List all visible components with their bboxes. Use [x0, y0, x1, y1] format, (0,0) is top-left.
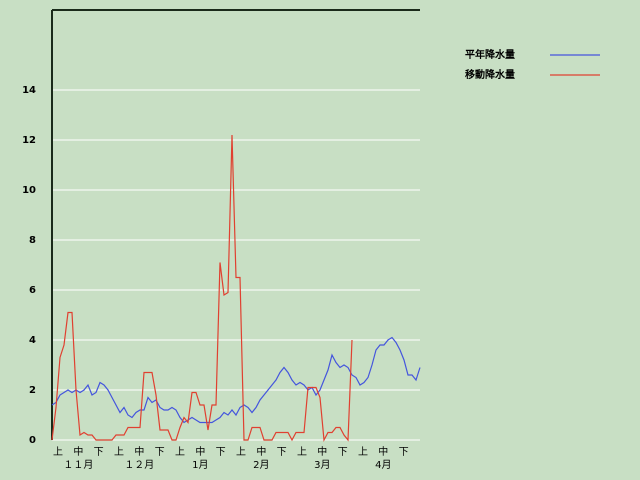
series-line — [51, 134, 353, 443]
x-tick-label: 上 — [236, 446, 246, 458]
x-tick-label: 中 — [256, 445, 266, 458]
x-tick-label: 中 — [317, 445, 327, 458]
series-line — [51, 336, 421, 424]
month-label: 1月 — [192, 459, 208, 471]
legend-label: 移動降水量 — [465, 68, 515, 81]
x-tick-label: 中 — [134, 445, 144, 458]
month-label: 2月 — [253, 459, 269, 471]
x-tick-label: 中 — [73, 445, 83, 458]
x-tick-label: 上 — [297, 446, 307, 458]
month-label: １２月 — [124, 459, 154, 471]
x-tick-label: 上 — [175, 446, 185, 458]
x-tick-label: 上 — [53, 446, 63, 458]
month-label: 4月 — [375, 459, 391, 471]
y-tick-label: 10 — [22, 185, 36, 196]
y-tick-label: 6 — [29, 285, 36, 296]
x-tick-label: 下 — [277, 447, 287, 458]
x-tick-label: 下 — [216, 447, 226, 458]
x-tick-label: 下 — [338, 447, 348, 458]
y-tick-label: 12 — [22, 135, 36, 146]
y-tick-label: 14 — [22, 85, 36, 96]
x-tick-label: 下 — [399, 447, 409, 458]
x-tick-label: 中 — [195, 445, 205, 458]
month-label: 3月 — [314, 459, 330, 471]
x-tick-label: 上 — [358, 446, 368, 458]
legend-label: 平年降水量 — [465, 48, 515, 61]
x-tick-label: 下 — [94, 447, 104, 458]
y-tick-label: 2 — [29, 385, 36, 396]
x-tick-label: 中 — [378, 445, 388, 458]
x-tick-label: 下 — [155, 447, 165, 458]
x-tick-label: 上 — [114, 446, 124, 458]
y-tick-label: 8 — [29, 235, 36, 246]
month-label: １１月 — [63, 459, 93, 471]
y-tick-label: 4 — [29, 335, 36, 346]
y-tick-label: 0 — [29, 435, 36, 446]
